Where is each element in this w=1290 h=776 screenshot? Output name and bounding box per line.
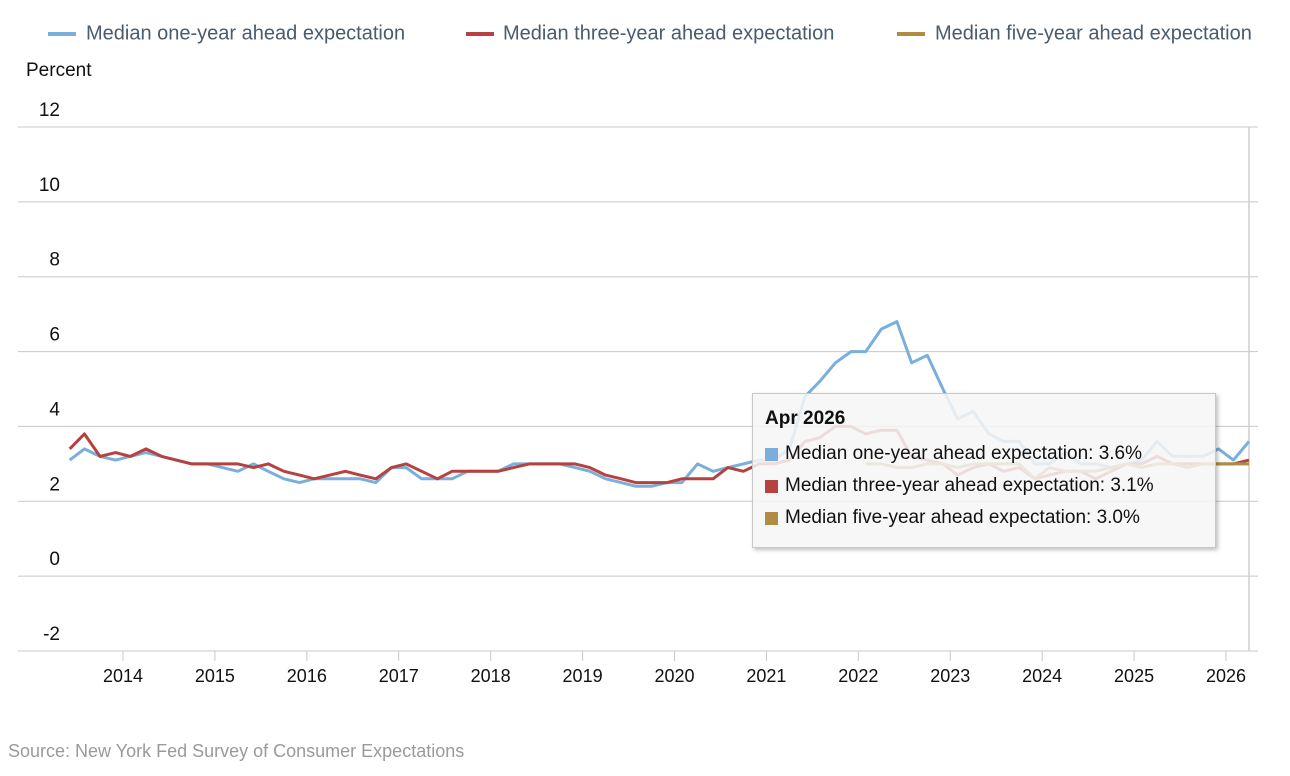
x-tick-label: 2024 xyxy=(1022,666,1062,686)
y-tick-label: 6 xyxy=(49,325,60,346)
x-tick-label: 2022 xyxy=(838,666,878,686)
tooltip-text: Median one-year ahead expectation: 3.6% xyxy=(785,443,1143,464)
source: Source: New York Fed Survey of Consumer … xyxy=(8,741,464,761)
x-tick-label: 2017 xyxy=(379,666,419,686)
y-axis-title: Percent xyxy=(26,60,92,81)
legend-label: Median five-year ahead expectation xyxy=(935,22,1252,44)
tooltip-title: Apr 2026 xyxy=(765,408,846,429)
y-tick-label: 4 xyxy=(49,399,60,420)
x-tick-label: 2016 xyxy=(287,666,327,686)
x-tick-label: 2023 xyxy=(930,666,970,686)
tooltip-text: Median five-year ahead expectation: 3.0% xyxy=(785,507,1140,528)
legend-label: Median one-year ahead expectation xyxy=(86,22,405,44)
tooltip-text: Median three-year ahead expectation: 3.1… xyxy=(785,475,1154,496)
tooltip: Apr 2026 Median one-year ahead expectati… xyxy=(752,393,1216,548)
tooltip-row: Median three-year ahead expectation: 3.1… xyxy=(765,470,1203,502)
tooltip-swatch xyxy=(765,479,778,493)
x-tick-label: 2018 xyxy=(471,666,511,686)
y-tick-label: 0 xyxy=(49,549,60,570)
y-tick-label: 2 xyxy=(49,474,60,495)
y-tick-label: -2 xyxy=(43,624,60,645)
tooltip-swatch xyxy=(765,447,778,461)
legend-label: Median three-year ahead expectation xyxy=(503,22,834,44)
tooltip-row: Median five-year ahead expectation: 3.0% xyxy=(765,502,1203,534)
y-tick-label: 8 xyxy=(49,250,60,271)
x-tick-label: 2020 xyxy=(654,666,694,686)
x-tick-label: 2015 xyxy=(195,666,235,686)
x-tick-label: 2021 xyxy=(746,666,786,686)
x-tick-label: 2014 xyxy=(103,666,143,686)
tooltip-row: Median one-year ahead expectation: 3.6% xyxy=(765,438,1203,470)
y-tick-label: 10 xyxy=(39,175,60,196)
y-tick-label: 12 xyxy=(39,100,60,121)
x-tick-label: 2026 xyxy=(1206,666,1246,686)
x-tick-label: 2025 xyxy=(1114,666,1154,686)
x-tick-label: 2019 xyxy=(563,666,603,686)
tooltip-swatch xyxy=(765,511,778,525)
